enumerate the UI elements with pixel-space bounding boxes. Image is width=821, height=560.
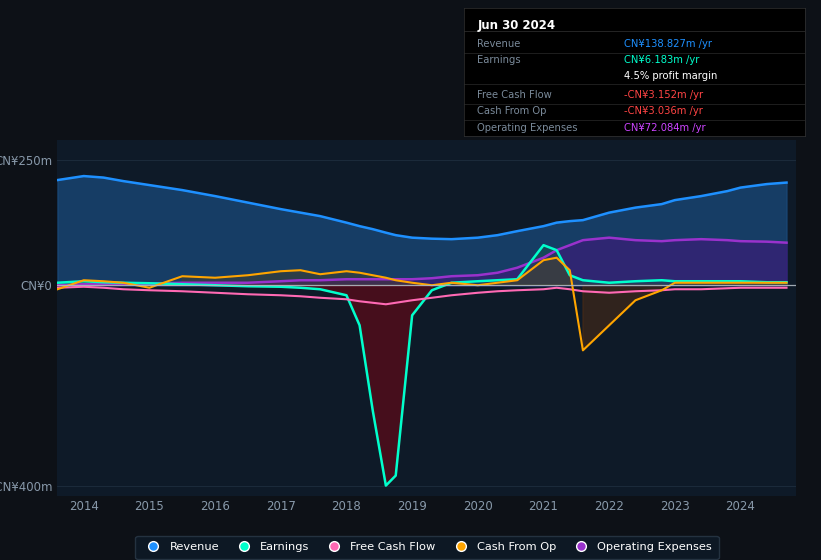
Text: Free Cash Flow: Free Cash Flow <box>478 90 553 100</box>
Text: -CN¥3.036m /yr: -CN¥3.036m /yr <box>624 106 703 116</box>
Text: Cash From Op: Cash From Op <box>478 106 547 116</box>
Text: -CN¥3.152m /yr: -CN¥3.152m /yr <box>624 90 703 100</box>
Legend: Revenue, Earnings, Free Cash Flow, Cash From Op, Operating Expenses: Revenue, Earnings, Free Cash Flow, Cash … <box>135 535 718 559</box>
Text: Operating Expenses: Operating Expenses <box>478 123 578 133</box>
Text: Jun 30 2024: Jun 30 2024 <box>478 20 556 32</box>
Text: CN¥6.183m /yr: CN¥6.183m /yr <box>624 55 699 65</box>
Text: Revenue: Revenue <box>478 39 521 49</box>
Text: 4.5% profit margin: 4.5% profit margin <box>624 71 718 81</box>
Text: Earnings: Earnings <box>478 55 521 65</box>
Text: CN¥138.827m /yr: CN¥138.827m /yr <box>624 39 712 49</box>
Text: CN¥72.084m /yr: CN¥72.084m /yr <box>624 123 705 133</box>
